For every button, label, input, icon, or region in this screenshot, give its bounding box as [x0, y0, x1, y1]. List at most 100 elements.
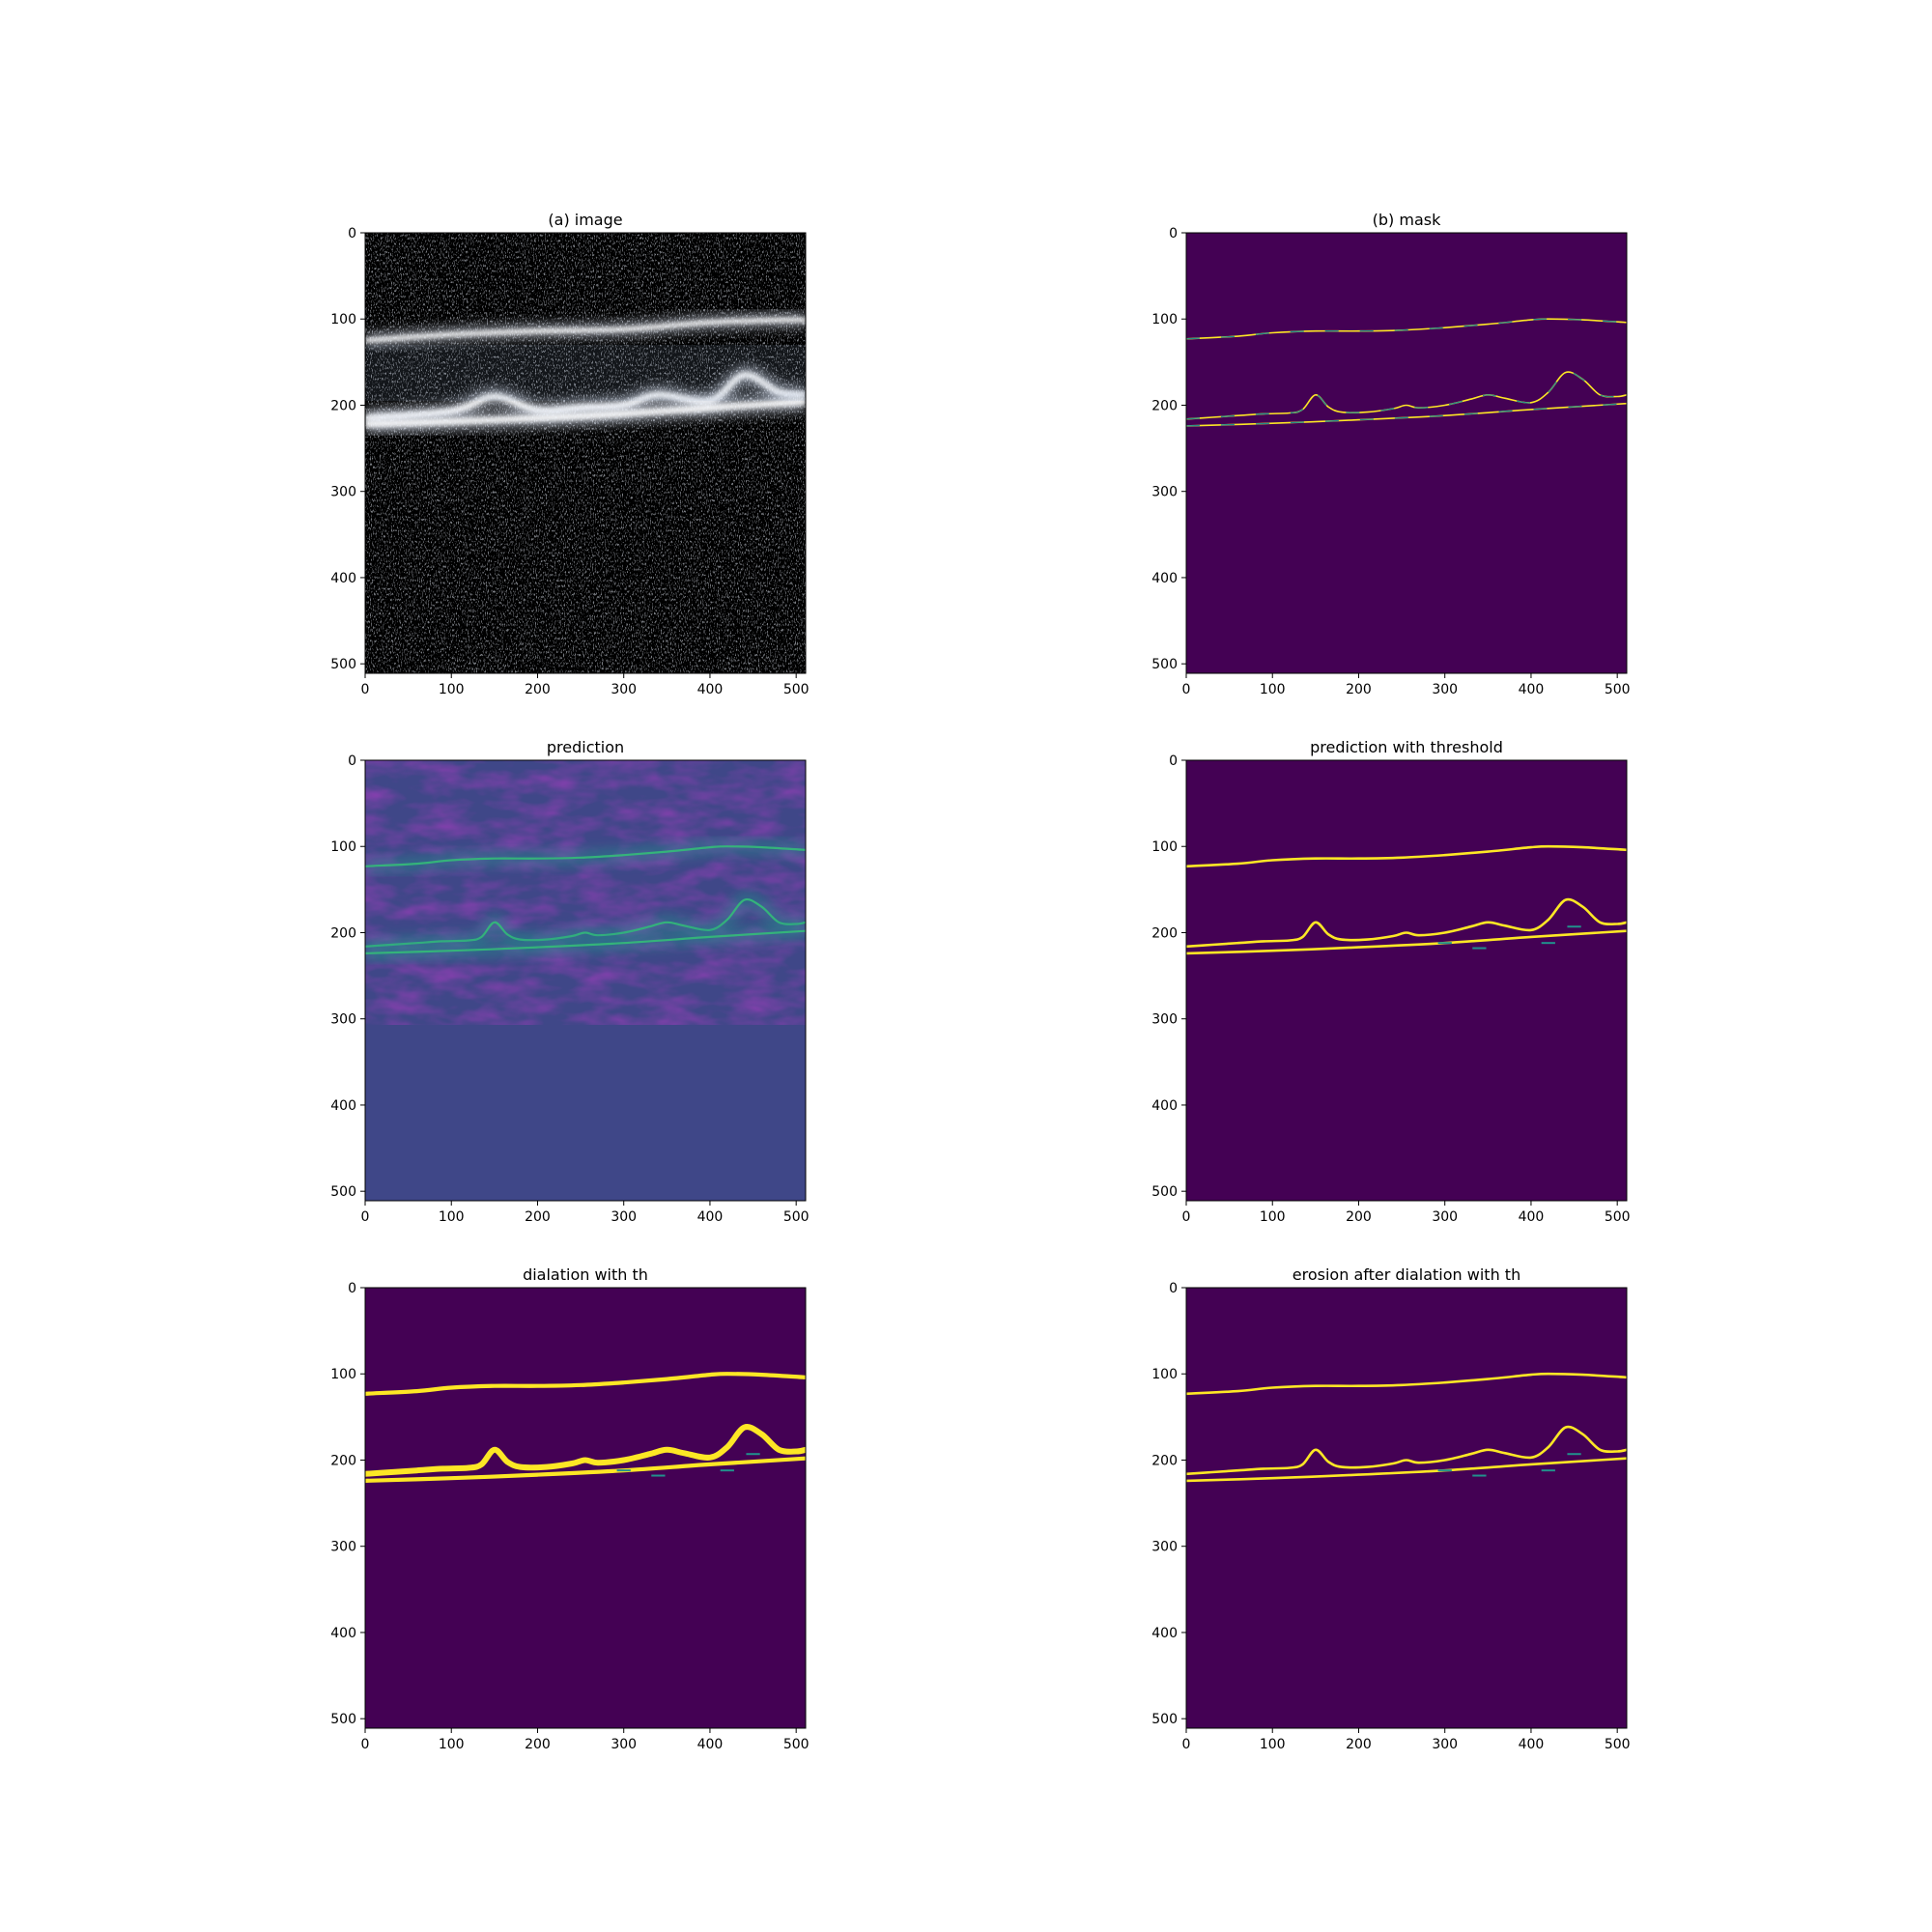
y-tick-label: 0: [1169, 226, 1178, 242]
y-tick-label: 100: [330, 1367, 356, 1382]
x-tick-label: 100: [439, 1737, 465, 1752]
x-tick-label: 200: [525, 1737, 551, 1752]
erosion-panel: erosion after dialation with th 0 100 200 30…: [1151, 1265, 1630, 1752]
x-tick-label: 500: [783, 682, 810, 697]
y-tick-label: 0: [1169, 1281, 1178, 1296]
axes-frame: [1185, 1287, 1628, 1729]
y-tick-label: 200: [330, 398, 356, 413]
x-tick-label: 0: [361, 1209, 370, 1225]
boundary-line: [1186, 897, 1627, 949]
boundary-line: [365, 1424, 806, 1477]
plot-area: [1186, 233, 1627, 673]
y-tick-label: 100: [1151, 312, 1178, 327]
boundary-line: [1186, 371, 1627, 420]
x-tick-label: 100: [439, 1209, 465, 1225]
y-tick-label: 300: [330, 1540, 356, 1555]
x-tick-label: 400: [697, 682, 724, 697]
threshold-panel: prediction with threshold 0 100 200 300 400 50…: [1151, 738, 1630, 1225]
image-background: [365, 1288, 806, 1728]
x-tick-label: 400: [1519, 682, 1545, 697]
x-tick-label: 300: [611, 1209, 637, 1225]
boundary-line: [1186, 1425, 1627, 1476]
plot-area: [1186, 760, 1627, 1201]
prediction-panel: prediction 0 100 200 300 400 500 0 100 200 300 400 5…: [330, 738, 809, 1225]
x-tick-label: 0: [1182, 682, 1191, 697]
y-tick-label: 200: [1151, 398, 1178, 413]
y-tick-label: 500: [330, 1184, 356, 1200]
x-tick-label: 0: [361, 682, 370, 697]
x-tick-label: 300: [1432, 682, 1458, 697]
y-tick-label: 400: [330, 1098, 356, 1114]
x-tick-label: 100: [1260, 1209, 1286, 1225]
x-tick-label: 0: [361, 1737, 370, 1752]
panel-title: prediction: [547, 738, 624, 756]
y-tick-label: 300: [1151, 485, 1178, 500]
boundary-line: [365, 845, 806, 867]
boundary-line: [365, 897, 806, 948]
plot-area: [365, 1288, 806, 1728]
x-tick-label: 500: [1605, 1737, 1631, 1752]
axes-frame: [364, 759, 807, 1202]
panel-title: (b) mask: [1373, 211, 1441, 229]
mask-panel: (b) mask 0 100 200 300 400 500 0 100 200 300 400 500: [1151, 211, 1630, 697]
y-tick-label: 500: [330, 657, 356, 672]
x-tick-label: 0: [1182, 1209, 1191, 1225]
y-tick-label: 200: [330, 925, 356, 941]
panel-title: prediction with threshold: [1310, 738, 1503, 756]
panel-title: (a) image: [548, 211, 622, 229]
x-tick-label: 100: [1260, 682, 1286, 697]
x-tick-label: 500: [783, 1209, 810, 1225]
axes-frame: [1185, 232, 1628, 674]
x-tick-label: 400: [697, 1737, 724, 1752]
panel-title: erosion after dialation with th: [1293, 1265, 1520, 1284]
x-tick-label: 0: [1182, 1737, 1191, 1752]
y-tick-label: 0: [1169, 753, 1178, 769]
x-tick-label: 300: [611, 682, 637, 697]
y-tick-label: 400: [1151, 1098, 1178, 1114]
boundary-line: [1186, 1372, 1627, 1396]
y-tick-label: 400: [1151, 571, 1178, 586]
plot-area: [1186, 1288, 1627, 1728]
x-tick-label: 200: [1346, 682, 1372, 697]
y-tick-label: 400: [1151, 1626, 1178, 1641]
boundary-line: [1186, 844, 1627, 868]
y-tick-label: 200: [1151, 925, 1178, 941]
boundary-line: [365, 929, 806, 954]
axes-frame: [364, 232, 807, 674]
y-tick-label: 100: [1151, 1367, 1178, 1382]
x-tick-label: 100: [1260, 1737, 1286, 1752]
x-tick-label: 200: [1346, 1209, 1372, 1225]
y-tick-label: 200: [330, 1453, 356, 1468]
boundary-line: [1186, 1457, 1627, 1483]
x-tick-label: 300: [611, 1737, 637, 1752]
y-tick-label: 0: [348, 1281, 356, 1296]
boundary-line-alt: [1186, 403, 1627, 427]
y-tick-label: 400: [330, 1626, 356, 1641]
y-tick-label: 100: [330, 312, 356, 327]
x-tick-label: 400: [1519, 1737, 1545, 1752]
y-tick-label: 300: [330, 485, 356, 500]
x-tick-label: 400: [697, 1209, 724, 1225]
y-tick-label: 300: [1151, 1540, 1178, 1555]
x-tick-label: 300: [1432, 1209, 1458, 1225]
x-tick-label: 500: [783, 1737, 810, 1752]
y-tick-label: 500: [330, 1712, 356, 1727]
axes-frame: [1185, 759, 1628, 1202]
x-tick-label: 300: [1432, 1737, 1458, 1752]
dilation-panel: dialation with th 0 100 200 300 400 500 0 100 200…: [330, 1265, 809, 1752]
y-tick-label: 300: [330, 1012, 356, 1028]
x-tick-label: 400: [1519, 1209, 1545, 1225]
y-tick-label: 0: [348, 753, 356, 769]
x-tick-label: 100: [439, 682, 465, 697]
y-tick-label: 100: [330, 839, 356, 855]
y-tick-label: 100: [1151, 839, 1178, 855]
x-tick-label: 200: [525, 1209, 551, 1225]
image-background: [1186, 760, 1627, 1201]
y-tick-label: 0: [348, 226, 356, 242]
x-tick-label: 200: [1346, 1737, 1372, 1752]
boundary-line: [365, 1372, 806, 1396]
plot-area: [365, 233, 806, 673]
plot-area: [365, 760, 806, 1201]
x-tick-label: 200: [525, 682, 551, 697]
